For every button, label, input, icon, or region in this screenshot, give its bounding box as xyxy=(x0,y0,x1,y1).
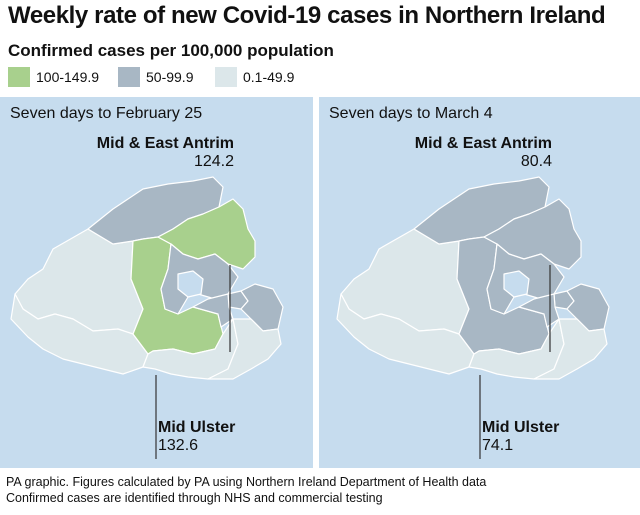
legend-swatch-low xyxy=(215,67,237,87)
callout-mid-east-antrim-february: Mid & East Antrim 124.2 xyxy=(88,135,234,171)
callout-name-mid-east-antrim: Mid & East Antrim xyxy=(414,135,552,152)
map-february xyxy=(10,176,284,459)
lough-neagh xyxy=(177,270,204,298)
callout-value-mid-east-antrim: 80.4 xyxy=(520,153,552,170)
district-lisburn xyxy=(518,293,560,328)
legend-label-low: 0.1-49.9 xyxy=(243,69,295,85)
legend-label-high: 100-149.9 xyxy=(36,69,100,85)
callout-mid-ulster-march: Mid Ulster 74.1 xyxy=(482,419,559,455)
callout-name-mid-east-antrim: Mid & East Antrim xyxy=(96,135,234,152)
legend-label-mid: 50-99.9 xyxy=(146,69,194,85)
callout-name-mid-ulster: Mid Ulster xyxy=(158,419,236,436)
callout-mid-ulster-february: Mid Ulster 132.6 xyxy=(158,419,235,455)
panel-title-february: Seven days to February 25 xyxy=(10,105,203,122)
legend-swatch-mid xyxy=(118,67,140,87)
map-panel-march: Seven days to March 4 Mid & East Antrim … xyxy=(319,97,640,468)
district-newry-down xyxy=(533,318,608,380)
chart-title: Weekly rate of new Covid-19 cases in Nor… xyxy=(8,2,606,29)
callout-value-mid-ulster: 74.1 xyxy=(482,437,514,454)
callout-name-mid-ulster: Mid Ulster xyxy=(482,419,560,436)
chart-subtitle: Confirmed cases per 100,000 population xyxy=(8,41,334,60)
panel-title-march: Seven days to March 4 xyxy=(329,105,493,122)
callout-value-mid-east-antrim: 124.2 xyxy=(193,153,234,170)
callout-mid-east-antrim-march: Mid & East Antrim 80.4 xyxy=(405,135,552,171)
footer-notes: PA graphic. Figures calculated by PA usi… xyxy=(6,474,486,506)
lough-neagh xyxy=(503,270,530,298)
callout-value-mid-ulster: 132.6 xyxy=(158,437,199,454)
district-newry-down xyxy=(207,318,282,380)
footer-note: Confirmed cases are identified through N… xyxy=(6,491,383,505)
map-panel-february: Seven days to February 25 Mid & East Ant… xyxy=(0,97,313,468)
legend-swatch-high xyxy=(8,67,30,87)
district-lisburn xyxy=(192,293,234,328)
map-march xyxy=(336,176,610,459)
footer-source: PA graphic. Figures calculated by PA usi… xyxy=(6,475,487,489)
